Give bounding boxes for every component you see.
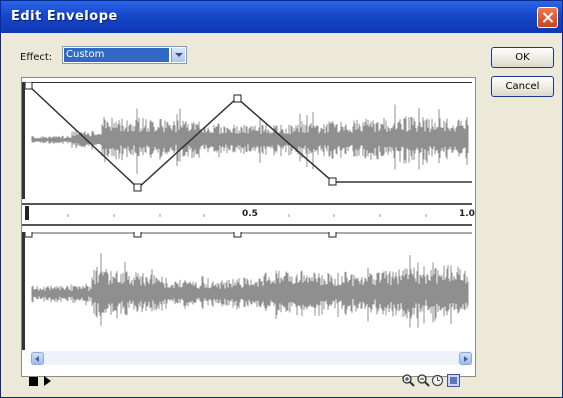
envelope-handle[interactable] — [328, 232, 337, 238]
envelope-handle[interactable] — [133, 232, 142, 238]
right-channel-waveform[interactable] — [22, 232, 472, 350]
envelope-handle[interactable] — [24, 232, 33, 238]
frames-icon[interactable] — [447, 374, 460, 387]
effect-dropdown[interactable]: Custom — [62, 46, 187, 64]
ruler-tick-label: 0.5 — [242, 209, 258, 219]
waveform-path-left — [31, 104, 469, 174]
scroll-left-button[interactable] — [31, 352, 44, 365]
play-icon[interactable] — [44, 376, 51, 386]
envelope-handle[interactable] — [233, 94, 242, 103]
channel-edge — [22, 82, 25, 199]
ruler-tick-label: 1.0 — [459, 209, 475, 219]
left-channel-waveform[interactable] — [22, 82, 472, 199]
envelope-handle[interactable] — [233, 232, 242, 238]
envelope-handle[interactable] — [133, 183, 142, 192]
stop-icon[interactable] — [29, 377, 38, 386]
horizontal-scrollbar[interactable] — [31, 351, 472, 365]
effect-label: Effect: — [20, 52, 53, 63]
effect-selected-value: Custom — [64, 48, 169, 62]
cancel-button[interactable]: Cancel — [491, 76, 554, 97]
window-title: Edit Envelope — [11, 9, 118, 24]
zoom-in-icon[interactable] — [402, 374, 415, 387]
chevron-down-icon[interactable] — [171, 48, 185, 62]
time-ruler — [22, 203, 472, 229]
envelope-handle[interactable] — [328, 177, 337, 186]
title-bar[interactable]: Edit Envelope — [1, 1, 562, 33]
ok-button[interactable]: OK — [491, 47, 554, 68]
close-button[interactable] — [537, 7, 558, 28]
zoom-out-icon[interactable] — [417, 374, 430, 387]
waveform-path-right — [31, 253, 469, 328]
channel-edge — [22, 232, 25, 350]
envelope-handle[interactable] — [24, 82, 33, 90]
ruler-start-marker[interactable] — [25, 206, 29, 220]
clock-icon[interactable] — [431, 374, 444, 387]
scroll-right-button[interactable] — [459, 352, 472, 365]
